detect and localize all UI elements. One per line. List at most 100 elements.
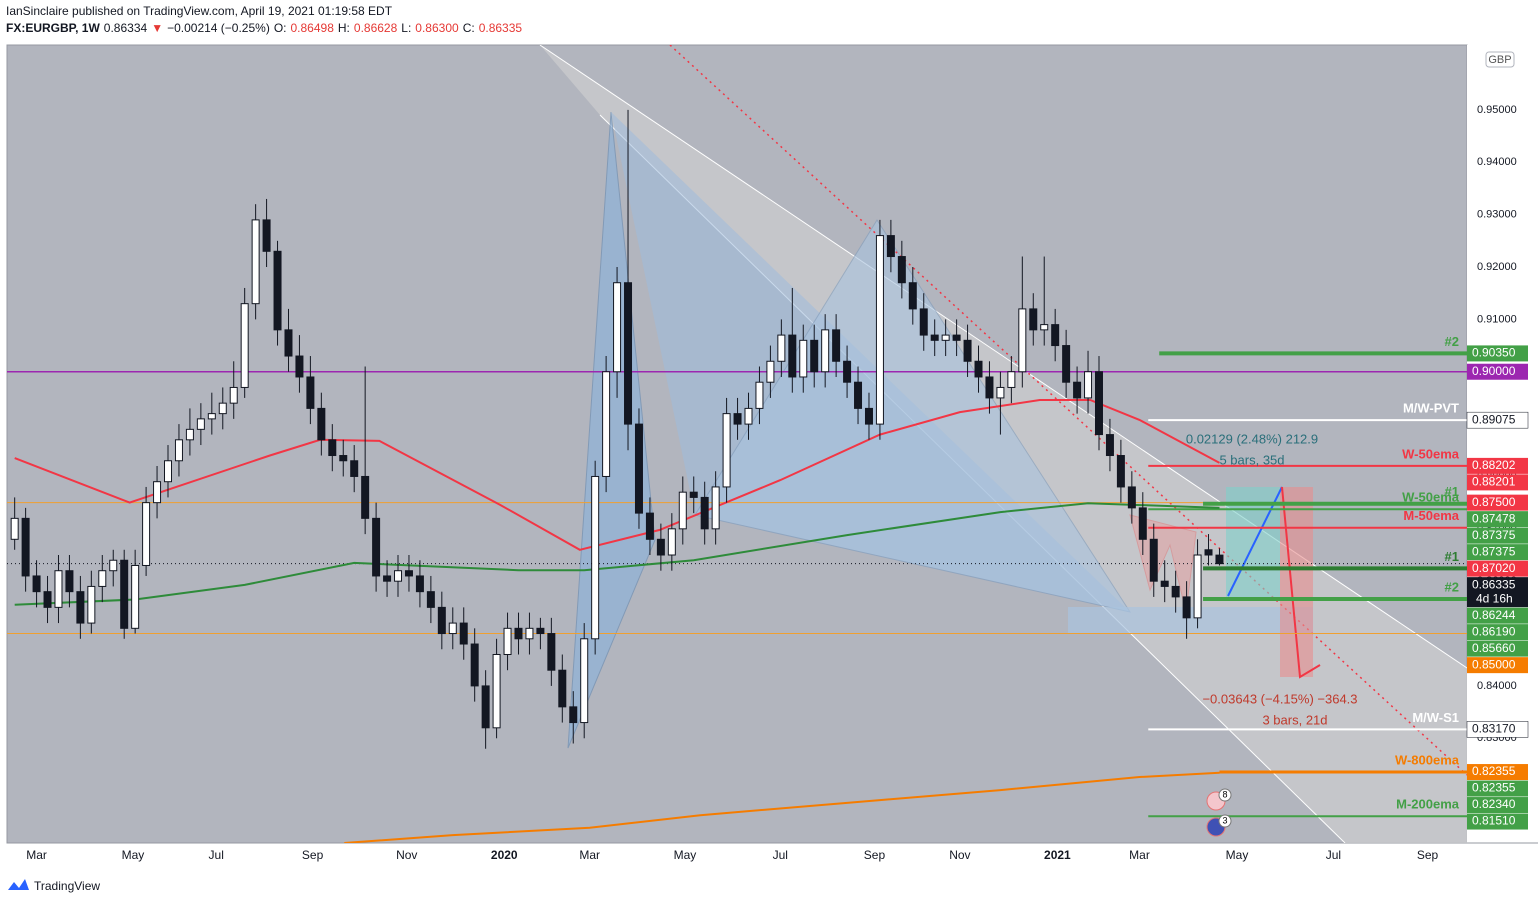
y-tick-label: 0.84000 bbox=[1477, 680, 1517, 692]
ohlc-value: 0.86498 bbox=[290, 21, 334, 35]
candle-body bbox=[1204, 549, 1213, 556]
candle-body bbox=[142, 502, 151, 566]
x-tick-label: Sep bbox=[864, 848, 886, 862]
y-tick-label: 0.92000 bbox=[1477, 261, 1517, 273]
candle-body bbox=[21, 517, 30, 577]
candle-body bbox=[941, 334, 950, 341]
candle-body bbox=[361, 475, 370, 519]
price-label-box bbox=[1467, 797, 1528, 814]
ohlc-key: C: bbox=[462, 21, 475, 35]
candle-body bbox=[963, 339, 972, 362]
candle-body bbox=[854, 381, 863, 409]
candle-body bbox=[634, 423, 643, 514]
price-label-box bbox=[1467, 474, 1528, 491]
event-badge: 3 bbox=[1206, 814, 1232, 837]
candle-body bbox=[404, 570, 413, 577]
price-label-box bbox=[1467, 560, 1528, 577]
candle-body bbox=[613, 282, 622, 373]
price-label: 0.83170 bbox=[1472, 722, 1516, 736]
candle-body bbox=[1018, 308, 1027, 373]
ohlc-key: H: bbox=[337, 21, 350, 35]
candle-body bbox=[76, 591, 85, 624]
candle-body bbox=[919, 308, 928, 336]
candle-body bbox=[328, 439, 337, 457]
candle-body bbox=[766, 360, 775, 383]
candle-body bbox=[459, 622, 468, 645]
candle-body bbox=[273, 250, 282, 331]
plot bbox=[7, 45, 1467, 843]
price-label-box bbox=[1467, 607, 1528, 624]
candle-body bbox=[448, 622, 457, 635]
candle-body bbox=[667, 528, 676, 556]
candle-body bbox=[1160, 580, 1169, 587]
candle-body bbox=[317, 407, 326, 441]
level-name: M-50ema bbox=[1403, 508, 1459, 523]
price-label: 0.85000 bbox=[1472, 657, 1516, 671]
pattern-bcd bbox=[694, 219, 1132, 613]
candle-body bbox=[810, 339, 819, 373]
candle-body bbox=[87, 585, 96, 624]
price-label-box bbox=[1467, 577, 1528, 608]
candle-body bbox=[755, 381, 764, 409]
y-tick-label: 0.94000 bbox=[1477, 156, 1517, 168]
price-label: 0.86190 bbox=[1472, 624, 1516, 638]
candle-body bbox=[1062, 345, 1071, 383]
candle-body bbox=[120, 559, 129, 629]
candle-body bbox=[525, 627, 534, 640]
price-label: 0.87375 bbox=[1472, 544, 1516, 558]
currency: GBP bbox=[1488, 54, 1511, 66]
x-tick-label: Nov bbox=[396, 848, 417, 862]
x-tick-label: Mar bbox=[26, 848, 47, 862]
candle-body bbox=[503, 627, 512, 655]
price-label-box bbox=[1467, 494, 1528, 511]
candle-body bbox=[492, 653, 501, 729]
candle-body bbox=[262, 219, 271, 252]
price-label-box bbox=[1467, 511, 1528, 528]
ohlc-key: L: bbox=[401, 21, 412, 35]
header: IanSinclaire published on TradingView.co… bbox=[6, 3, 522, 37]
price-label: 0.86335 bbox=[1472, 577, 1516, 591]
candle-body bbox=[65, 570, 74, 593]
candle-body bbox=[689, 491, 698, 498]
candle-body bbox=[700, 496, 709, 530]
candle-body bbox=[98, 570, 107, 587]
candle-body bbox=[1171, 585, 1180, 598]
price-label: 0.82355 bbox=[1472, 764, 1516, 778]
candle-body bbox=[1029, 308, 1038, 331]
candle-body bbox=[1215, 554, 1224, 565]
candle-body bbox=[788, 334, 797, 378]
candle-body bbox=[1094, 371, 1103, 436]
candle-body bbox=[207, 413, 216, 420]
price-label: 0.90350 bbox=[1472, 346, 1516, 360]
y-tick-label: 0.93000 bbox=[1477, 209, 1517, 221]
candle-body bbox=[930, 334, 939, 341]
indicator-line bbox=[14, 502, 1220, 606]
candle-body bbox=[1116, 455, 1125, 488]
candle-body bbox=[32, 575, 41, 593]
last-price: 0.86334 bbox=[103, 21, 148, 35]
x-tick-label: Mar bbox=[579, 848, 600, 862]
candle-body bbox=[240, 303, 249, 388]
candle-body bbox=[229, 386, 238, 404]
ohlc-key: O: bbox=[273, 21, 287, 35]
candle-body bbox=[43, 591, 52, 608]
price-label-box bbox=[1466, 411, 1529, 429]
x-tick-label: Sep bbox=[1417, 848, 1439, 862]
y-tick-label: 0.95000 bbox=[1477, 104, 1517, 116]
level-name: #1 bbox=[1445, 484, 1459, 499]
y-tick-label: 0.91000 bbox=[1477, 313, 1517, 325]
event-count: 8 bbox=[1222, 789, 1227, 799]
trend-dotted bbox=[669, 45, 1467, 776]
price-label-box bbox=[1467, 780, 1528, 797]
candle-body bbox=[897, 256, 906, 284]
countdown: 4d 16h bbox=[1476, 591, 1513, 605]
candle-body bbox=[985, 376, 994, 399]
candle-body bbox=[591, 475, 600, 640]
level-name: W-50ema bbox=[1402, 490, 1460, 505]
level-name: M/W-PVT bbox=[1403, 401, 1459, 416]
candle-body bbox=[251, 219, 260, 305]
level-name: #2 bbox=[1445, 334, 1459, 349]
candle-body bbox=[284, 329, 293, 357]
candle-body bbox=[1182, 596, 1191, 619]
